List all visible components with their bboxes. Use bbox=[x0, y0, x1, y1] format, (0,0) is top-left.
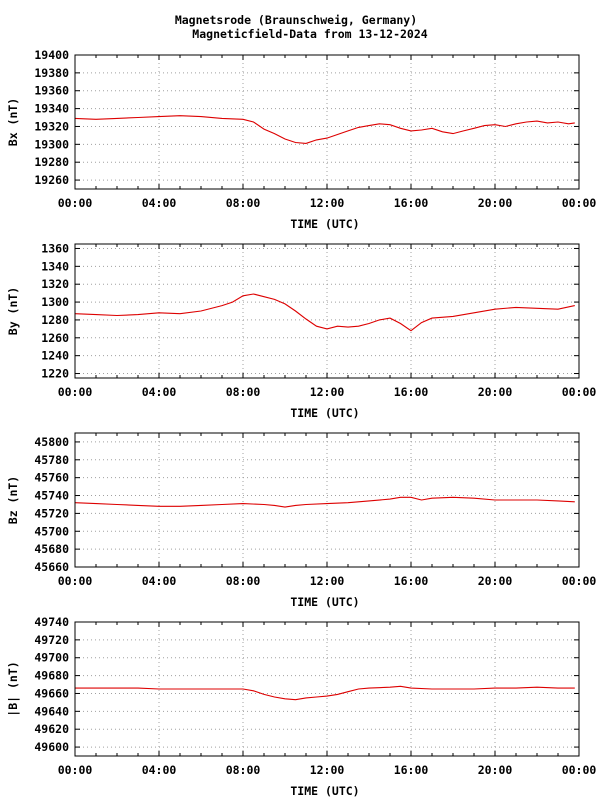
y-tick-label: 49700 bbox=[34, 651, 69, 665]
y-tick-label: 1260 bbox=[41, 331, 69, 345]
x-tick-label: 04:00 bbox=[142, 196, 177, 210]
x-tick-label: 00:00 bbox=[58, 574, 93, 588]
x-tick-label: 12:00 bbox=[310, 385, 345, 399]
x-tick-label: 04:00 bbox=[142, 763, 177, 777]
y-tick-label: 1240 bbox=[41, 349, 69, 363]
x-tick-label: 12:00 bbox=[310, 196, 345, 210]
y-axis-label: |B| (nT) bbox=[6, 661, 20, 716]
plot-frame bbox=[74, 243, 580, 379]
y-tick-label: 1320 bbox=[41, 277, 69, 291]
y-axis-label: Bz (nT) bbox=[6, 476, 20, 524]
plot-frame bbox=[74, 621, 580, 757]
x-tick-label: 20:00 bbox=[478, 574, 513, 588]
y-tick-label: 19260 bbox=[34, 173, 69, 187]
y-tick-label: 1340 bbox=[41, 259, 69, 273]
plot-frame bbox=[74, 54, 580, 190]
y-tick-label: 1280 bbox=[41, 313, 69, 327]
x-tick-label: 16:00 bbox=[394, 385, 429, 399]
y-tick-label: 19400 bbox=[34, 48, 69, 62]
chart-title-line2: Magneticfield-Data from 13-12-2024 bbox=[192, 27, 427, 41]
x-tick-label: 04:00 bbox=[142, 574, 177, 588]
series-line-2 bbox=[74, 293, 575, 332]
x-tick-label: 08:00 bbox=[226, 574, 261, 588]
y-tick-label: 19280 bbox=[34, 155, 69, 169]
y-tick-label: 19380 bbox=[34, 66, 69, 80]
y-tick-label: 19360 bbox=[34, 84, 69, 98]
y-tick-label: 45720 bbox=[34, 506, 69, 520]
y-tick-label: 49660 bbox=[34, 686, 69, 700]
y-tick-label: 45740 bbox=[34, 489, 69, 503]
x-axis-label: TIME (UTC) bbox=[290, 784, 359, 798]
chart-panels: 19260 19280 19300 19320 19340 19360 19380 19400… bbox=[6, 48, 596, 798]
y-tick-label: 49640 bbox=[34, 704, 69, 718]
y-tick-label: 49620 bbox=[34, 722, 69, 736]
x-tick-label: 00:00 bbox=[562, 385, 597, 399]
x-tick-label: 12:00 bbox=[310, 574, 345, 588]
y-tick-label: 1300 bbox=[41, 295, 69, 309]
series-line-4 bbox=[75, 685, 575, 701]
x-tick-label: 08:00 bbox=[226, 763, 261, 777]
x-tick-label: 16:00 bbox=[394, 763, 429, 777]
x-axis-label: TIME (UTC) bbox=[290, 595, 359, 609]
y-tick-label: 1220 bbox=[41, 367, 69, 381]
y-tick-label: 19320 bbox=[34, 119, 69, 133]
y-tick-label: 45680 bbox=[34, 542, 69, 556]
chart-panel-4: 49600 49620 49640 49660 49680 49700 49720 49740… bbox=[6, 615, 596, 798]
y-tick-label: 45800 bbox=[34, 435, 69, 449]
y-tick-label: 49740 bbox=[34, 615, 69, 629]
x-tick-label: 00:00 bbox=[562, 574, 597, 588]
y-tick-label: 45760 bbox=[34, 471, 69, 485]
x-tick-label: 12:00 bbox=[310, 763, 345, 777]
x-tick-label: 00:00 bbox=[58, 196, 93, 210]
y-tick-label: 49600 bbox=[34, 740, 69, 754]
y-axis-label: Bx (nT) bbox=[6, 98, 20, 146]
x-tick-label: 20:00 bbox=[478, 196, 513, 210]
y-tick-label: 45660 bbox=[34, 560, 69, 574]
x-axis-label: TIME (UTC) bbox=[290, 406, 359, 420]
y-tick-label: 19340 bbox=[34, 102, 69, 116]
chart-panel-2: 1220 1240 1260 1280 1300 1320 1340 1360 00:00 04:… bbox=[6, 241, 596, 420]
x-tick-label: 16:00 bbox=[394, 574, 429, 588]
y-tick-label: 19300 bbox=[34, 137, 69, 151]
chart-panel-3: 45660 45680 45700 45720 45740 45760 45780 45800… bbox=[6, 432, 597, 609]
y-tick-label: 45780 bbox=[34, 453, 69, 467]
y-axis-label: By (nT) bbox=[6, 287, 20, 335]
x-tick-label: 08:00 bbox=[226, 385, 261, 399]
x-tick-label: 08:00 bbox=[226, 196, 261, 210]
series-line-3 bbox=[74, 496, 575, 508]
chart-title-line1: Magnetsrode (Braunschweig, Germany) bbox=[175, 13, 417, 27]
x-tick-label: 00:00 bbox=[58, 385, 93, 399]
x-tick-label: 00:00 bbox=[562, 763, 597, 777]
y-tick-label: 49720 bbox=[34, 633, 69, 647]
chart-panel-1: 19260 19280 19300 19320 19340 19360 19380 19400… bbox=[6, 48, 596, 231]
x-tick-label: 00:00 bbox=[58, 763, 93, 777]
x-tick-label: 00:00 bbox=[562, 196, 597, 210]
plot-frame bbox=[74, 432, 580, 568]
y-tick-label: 49680 bbox=[34, 669, 69, 683]
x-tick-label: 16:00 bbox=[394, 196, 429, 210]
series-line-1 bbox=[74, 115, 575, 144]
y-tick-label: 1360 bbox=[41, 241, 69, 255]
x-tick-label: 04:00 bbox=[142, 385, 177, 399]
x-tick-label: 20:00 bbox=[478, 763, 513, 777]
x-axis-label: TIME (UTC) bbox=[290, 217, 359, 231]
x-tick-label: 20:00 bbox=[478, 385, 513, 399]
y-tick-label: 45700 bbox=[34, 524, 69, 538]
